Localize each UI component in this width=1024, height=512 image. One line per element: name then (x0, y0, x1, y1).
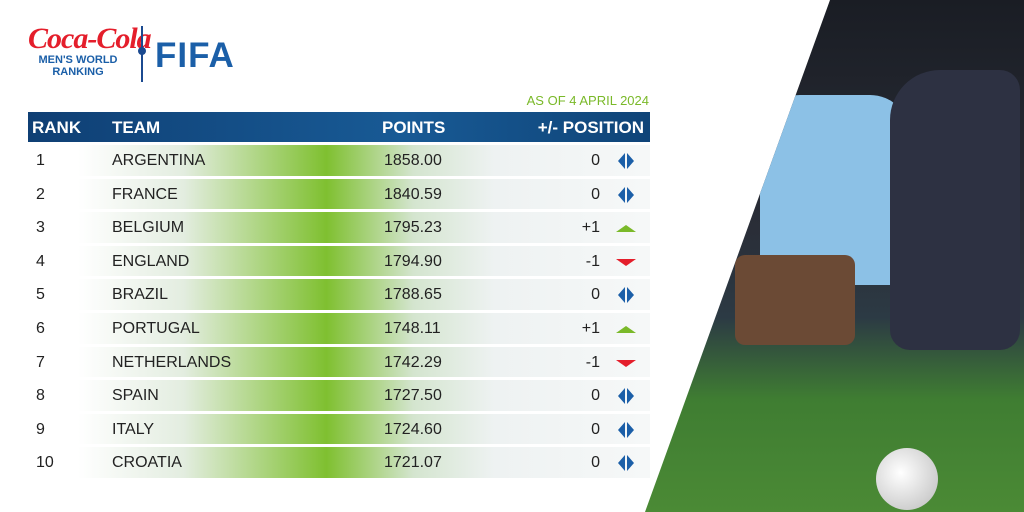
rank: 1 (36, 152, 45, 169)
coca-cola-ranking-logo: Coca-Cola MEN'S WORLD RANKING (28, 22, 152, 78)
position-change: +1 (581, 219, 600, 237)
team-name: SPAIN (112, 387, 159, 405)
points: 1788.65 (384, 286, 442, 304)
table-row: 7 NETHERLANDS 1742.29 -1 (28, 346, 650, 381)
team-name: ITALY (112, 420, 155, 438)
position-change: -1 (585, 252, 600, 270)
team-name: ARGENTINA (112, 152, 206, 169)
points: 1840.59 (384, 185, 442, 203)
points: 1794.90 (384, 252, 442, 270)
rank: 4 (36, 252, 45, 270)
title-line1: MEN'S WORLD (38, 54, 118, 66)
as-of-date: AS OF 4 APRIL 2024 (526, 93, 649, 108)
team-name: BRAZIL (112, 286, 169, 304)
team-name: PORTUGAL (112, 319, 200, 337)
rank: 7 (36, 353, 45, 371)
table-row: 2 FRANCE 1840.59 0 (28, 178, 650, 213)
points: 1721.07 (384, 454, 442, 472)
unchanged-icon (618, 287, 634, 304)
header-change: +/- POSITION (537, 118, 644, 137)
rank: 3 (36, 219, 45, 237)
table-row: 9 ITALY 1724.60 0 (28, 413, 650, 448)
table-header: RANK TEAM POINTS +/- POSITION (28, 112, 650, 142)
points: 1727.50 (384, 387, 442, 405)
unchanged-icon (618, 186, 634, 203)
rank: 2 (36, 185, 45, 203)
unchanged-icon (618, 455, 634, 472)
points: 1748.11 (384, 319, 441, 337)
title-line2: RANKING (52, 66, 104, 78)
position-change: 0 (591, 420, 600, 438)
position-change: 0 (591, 152, 600, 169)
team-name: ENGLAND (112, 252, 190, 270)
team-name: NETHERLANDS (112, 353, 232, 371)
rank: 6 (36, 319, 45, 337)
unchanged-icon (618, 153, 634, 169)
down-arrow-icon (616, 258, 636, 266)
team-name: CROATIA (112, 454, 182, 472)
table-row: 3 BELGIUM 1795.23 +1 (28, 212, 650, 246)
points: 1795.23 (384, 219, 442, 237)
rank: 10 (36, 454, 54, 472)
fifa-logo: FIFA (155, 36, 235, 75)
divider-dot (138, 47, 146, 55)
up-arrow-icon (616, 225, 636, 233)
points: 1724.60 (384, 420, 442, 438)
table-row: 5 BRAZIL 1788.65 0 (28, 279, 650, 313)
position-change: -1 (585, 353, 600, 371)
table-row: 10 CROATIA 1721.07 0 (28, 447, 650, 481)
sponsor-logo: Coca-Cola (28, 22, 152, 55)
header-points: POINTS (382, 118, 446, 137)
team-name: FRANCE (112, 185, 178, 203)
position-change: 0 (591, 387, 600, 405)
points: 1858.00 (384, 152, 442, 169)
rank: 9 (36, 420, 45, 438)
ranking-title: MEN'S WORLD RANKING (28, 54, 128, 78)
position-change: 0 (591, 185, 600, 203)
position-change: 0 (591, 286, 600, 304)
table-row: 6 PORTUGAL 1748.11 +1 (28, 312, 650, 347)
table-row: 1 ARGENTINA 1858.00 0 (28, 145, 650, 179)
unchanged-icon (618, 421, 634, 438)
player-belgium-shorts (735, 255, 855, 345)
player-belgium (760, 95, 910, 285)
points: 1742.29 (384, 353, 442, 371)
rank: 5 (36, 286, 45, 304)
team-name: BELGIUM (112, 219, 185, 237)
up-arrow-icon (616, 325, 636, 333)
football (876, 448, 938, 510)
unchanged-icon (618, 388, 634, 405)
header-team: TEAM (112, 118, 161, 137)
table-row: 8 SPAIN 1727.50 0 (28, 380, 650, 414)
rank: 8 (36, 387, 45, 405)
player-england (890, 70, 1020, 350)
header-rank: RANK (32, 118, 82, 137)
table-row: 4 ENGLAND 1794.90 -1 (28, 245, 650, 280)
down-arrow-icon (616, 359, 636, 367)
position-change: 0 (591, 454, 600, 472)
position-change: +1 (581, 319, 600, 337)
